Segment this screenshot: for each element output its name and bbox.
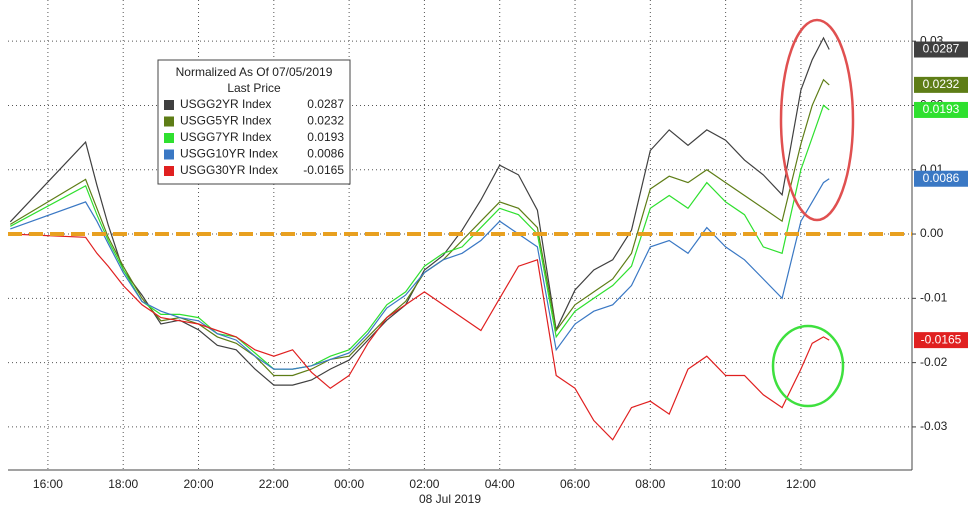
legend-label: USGG5YR Index xyxy=(180,114,271,128)
last-price-tag xyxy=(914,170,968,187)
series-line xyxy=(10,178,830,370)
last-price-tag xyxy=(914,332,968,349)
highlight-ellipse xyxy=(779,18,855,222)
legend-value: -0.0165 xyxy=(303,163,344,177)
legend-subtitle: Last Price xyxy=(227,81,281,95)
x-tick-label: 20:00 xyxy=(183,477,213,491)
legend-title: Normalized As Of 07/05/2019 xyxy=(176,65,333,79)
legend-swatch xyxy=(164,166,174,176)
x-tick-label: 02:00 xyxy=(409,477,439,491)
y-tick-label: -0.03 xyxy=(920,419,948,433)
last-price-label: 0.0193 xyxy=(923,102,960,116)
x-tick-label: 12:00 xyxy=(786,477,816,491)
x-tick-label: 00:00 xyxy=(334,477,364,491)
last-price-label: 0.0086 xyxy=(923,171,960,185)
x-tick-label: 06:00 xyxy=(560,477,590,491)
legend-value: 0.0086 xyxy=(307,147,344,161)
date-label: 08 Jul 2019 xyxy=(419,492,481,506)
series-line xyxy=(10,104,830,370)
legend-swatch xyxy=(164,116,174,127)
x-tick-label: 08:00 xyxy=(635,477,665,491)
y-tick-label: -0.01 xyxy=(920,291,948,305)
highlight-ellipse xyxy=(771,324,845,408)
x-tick-label: 04:00 xyxy=(485,477,515,491)
last-price-label: -0.0165 xyxy=(921,332,962,346)
legend-swatch xyxy=(164,149,174,160)
legend-label: USGG7YR Index xyxy=(180,130,271,144)
x-tick-label: 10:00 xyxy=(711,477,741,491)
legend-box xyxy=(157,59,351,185)
last-price-tag xyxy=(914,76,968,93)
x-tick-label: 22:00 xyxy=(259,477,289,491)
legend-label: USGG10YR Index xyxy=(180,147,278,161)
legend-label: USGG30YR Index xyxy=(180,163,278,177)
y-tick-label: 0.00 xyxy=(920,226,944,240)
y-tick-label: -0.02 xyxy=(920,355,948,369)
series-line xyxy=(10,233,830,441)
last-price-tag xyxy=(914,41,968,58)
legend-value: 0.0232 xyxy=(307,114,344,128)
legend-value: 0.0287 xyxy=(307,97,344,111)
legend-label: USGG2YR Index xyxy=(180,97,271,111)
legend-value: 0.0193 xyxy=(307,130,344,144)
x-tick-label: 18:00 xyxy=(108,477,138,491)
last-price-tag xyxy=(914,101,968,118)
last-price-label: 0.0232 xyxy=(923,77,960,91)
legend-swatch xyxy=(164,100,174,110)
legend-swatch xyxy=(164,133,174,143)
last-price-label: 0.0287 xyxy=(923,42,960,56)
x-tick-label: 16:00 xyxy=(33,477,63,491)
